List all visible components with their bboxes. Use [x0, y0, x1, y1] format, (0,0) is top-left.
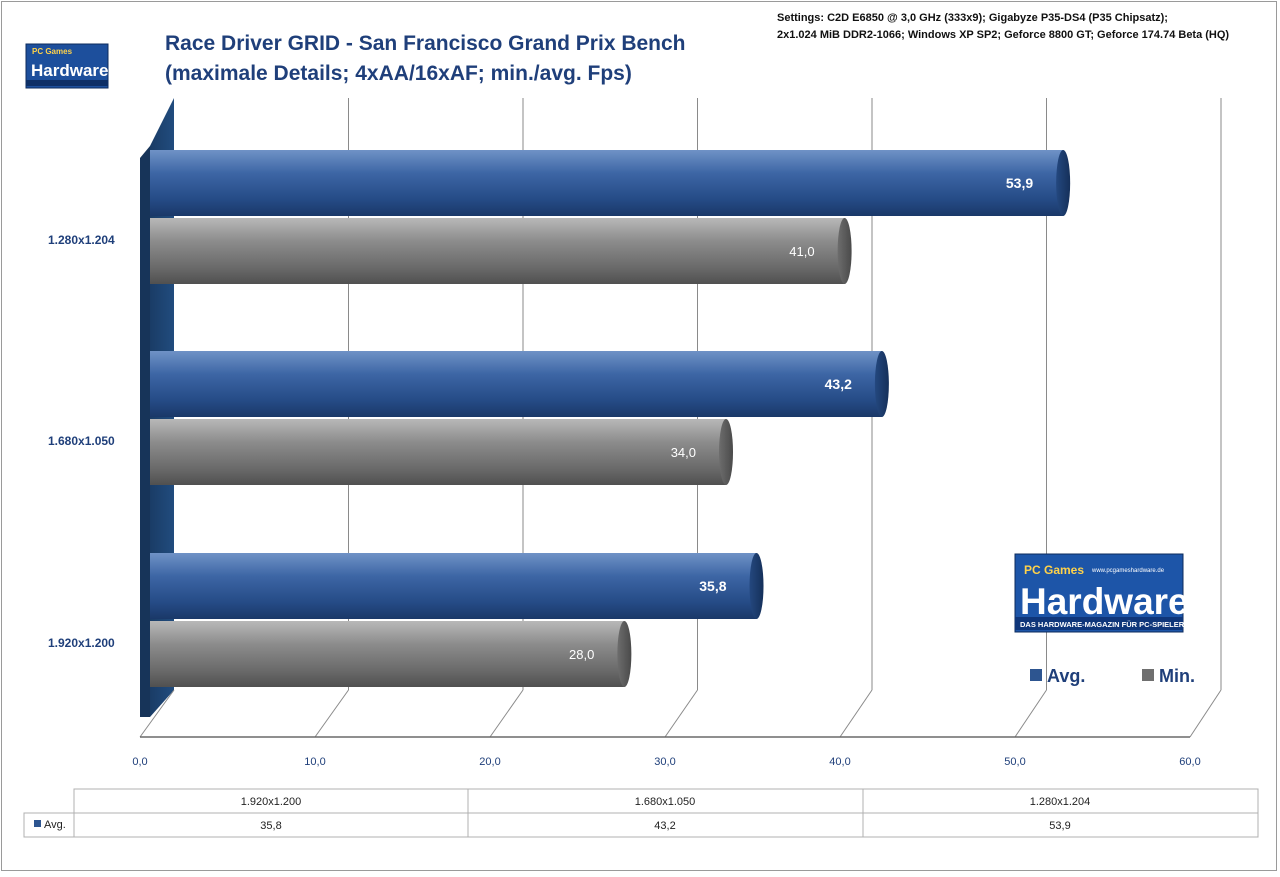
x-tick-label: 60,0: [1179, 756, 1200, 768]
chart-title-line2: (maximale Details; 4xAA/16xAF; min./avg.…: [165, 62, 632, 85]
bar-body: [150, 351, 882, 417]
settings-line2: 2x1.024 MiB DDR2-1066; Windows XP SP2; G…: [777, 29, 1229, 41]
bar-min: 28,0: [150, 621, 632, 687]
bar-cap: [617, 621, 632, 687]
logo-large-strip: [1015, 617, 1183, 630]
data-label: 28,0: [569, 647, 594, 662]
floor-gridline-3: [664, 689, 698, 738]
table-value-2: 43,2: [654, 820, 675, 832]
x-tick-label: 10,0: [304, 756, 325, 768]
floor-gridline-4: [839, 689, 873, 738]
logo-large-tagline: DAS HARDWARE-MAGAZIN FÜR PC-SPIELER: [1020, 620, 1185, 629]
bar-body: [150, 218, 845, 284]
table-row-label: Avg.: [44, 819, 66, 831]
x-tick-label: 0,0: [132, 756, 147, 768]
data-label: 41,0: [789, 244, 814, 259]
table-header-3: 1.280x1.204: [1030, 796, 1091, 808]
logo-large-main-text: Hardware: [1020, 581, 1189, 622]
floor-gridline-1: [314, 689, 349, 738]
floor-gridline-6: [1189, 689, 1222, 738]
bar-avg: 43,2: [150, 351, 889, 417]
logo-large: PC Games www.pcgameshardware.de Hardware…: [1014, 553, 1189, 633]
legend-swatch-avg: [1030, 669, 1042, 681]
bar-cap: [719, 419, 734, 485]
data-label: 34,0: [671, 445, 696, 460]
table-header-2: 1.680x1.050: [635, 796, 696, 808]
bar-cap: [837, 218, 852, 284]
legend-swatch-min: [1142, 669, 1154, 681]
legend: Avg. Min.: [1030, 666, 1195, 686]
category-label: 1.920x1.200: [48, 636, 115, 650]
left-wall-edge: [140, 146, 150, 717]
floor-gridline-2: [489, 689, 524, 738]
bar-avg: 53,9: [150, 150, 1071, 216]
data-label: 53,9: [1006, 175, 1033, 191]
legend-label-min: Min.: [1159, 666, 1195, 686]
table-value-1: 35,8: [260, 820, 281, 832]
bar-cap: [1056, 150, 1071, 216]
data-label: 35,8: [699, 578, 726, 594]
logo-large-border: [1014, 553, 1184, 633]
data-table: 1.920x1.200 1.680x1.050 1.280x1.204 Avg.…: [23, 788, 1259, 838]
x-tick-label: 40,0: [829, 756, 850, 768]
x-tick-label: 20,0: [479, 756, 500, 768]
logo-large-top-text: PC Games: [1024, 563, 1084, 577]
table-legend-swatch-avg: [34, 820, 41, 827]
logo-small-border: [25, 43, 109, 89]
category-labels: 1.280x1.204 1.680x1.050 1.920x1.200: [48, 233, 115, 650]
category-label: 1.280x1.204: [48, 233, 115, 247]
bar-min: 34,0: [150, 419, 734, 485]
bar-cap: [749, 553, 764, 619]
table-value-3: 53,9: [1049, 820, 1070, 832]
chart-title-line1: Race Driver GRID - San Francisco Grand P…: [165, 32, 686, 55]
logo-small: PC Games Hardware: [25, 43, 109, 89]
bar-body: [150, 621, 625, 687]
bar-body: [150, 553, 757, 619]
floor-gridline-0: [139, 689, 175, 738]
data-table-header-row: [73, 788, 1259, 814]
logo-small-strip: [26, 80, 108, 86]
data-label: 43,2: [825, 376, 852, 392]
bar-avg: 35,8: [150, 553, 764, 619]
legend-label-avg: Avg.: [1047, 666, 1085, 686]
logo-large-url: www.pcgameshardware.de: [1091, 568, 1165, 574]
data-table-value-row: [23, 812, 1259, 838]
table-header-1: 1.920x1.200: [241, 796, 302, 808]
bars: 53,9 41,0 43,2 34,0 35,8 28,0: [150, 150, 1071, 687]
logo-small-top-text: PC Games: [32, 47, 73, 56]
bar-body: [150, 150, 1064, 216]
bar-body: [150, 419, 727, 485]
bar-cap: [874, 351, 889, 417]
x-tick-labels: 0,0 10,0 20,0 30,0 40,0 50,0 60,0: [132, 756, 1200, 768]
logo-small-main-text: Hardware: [31, 61, 108, 80]
floor-gridline-5: [1014, 689, 1047, 738]
settings-line1: Settings: C2D E6850 @ 3,0 GHz (333x9); G…: [777, 12, 1168, 24]
bar-min: 41,0: [150, 218, 852, 284]
x-tick-label: 50,0: [1004, 756, 1025, 768]
category-label: 1.680x1.050: [48, 434, 115, 448]
x-tick-label: 30,0: [654, 756, 675, 768]
